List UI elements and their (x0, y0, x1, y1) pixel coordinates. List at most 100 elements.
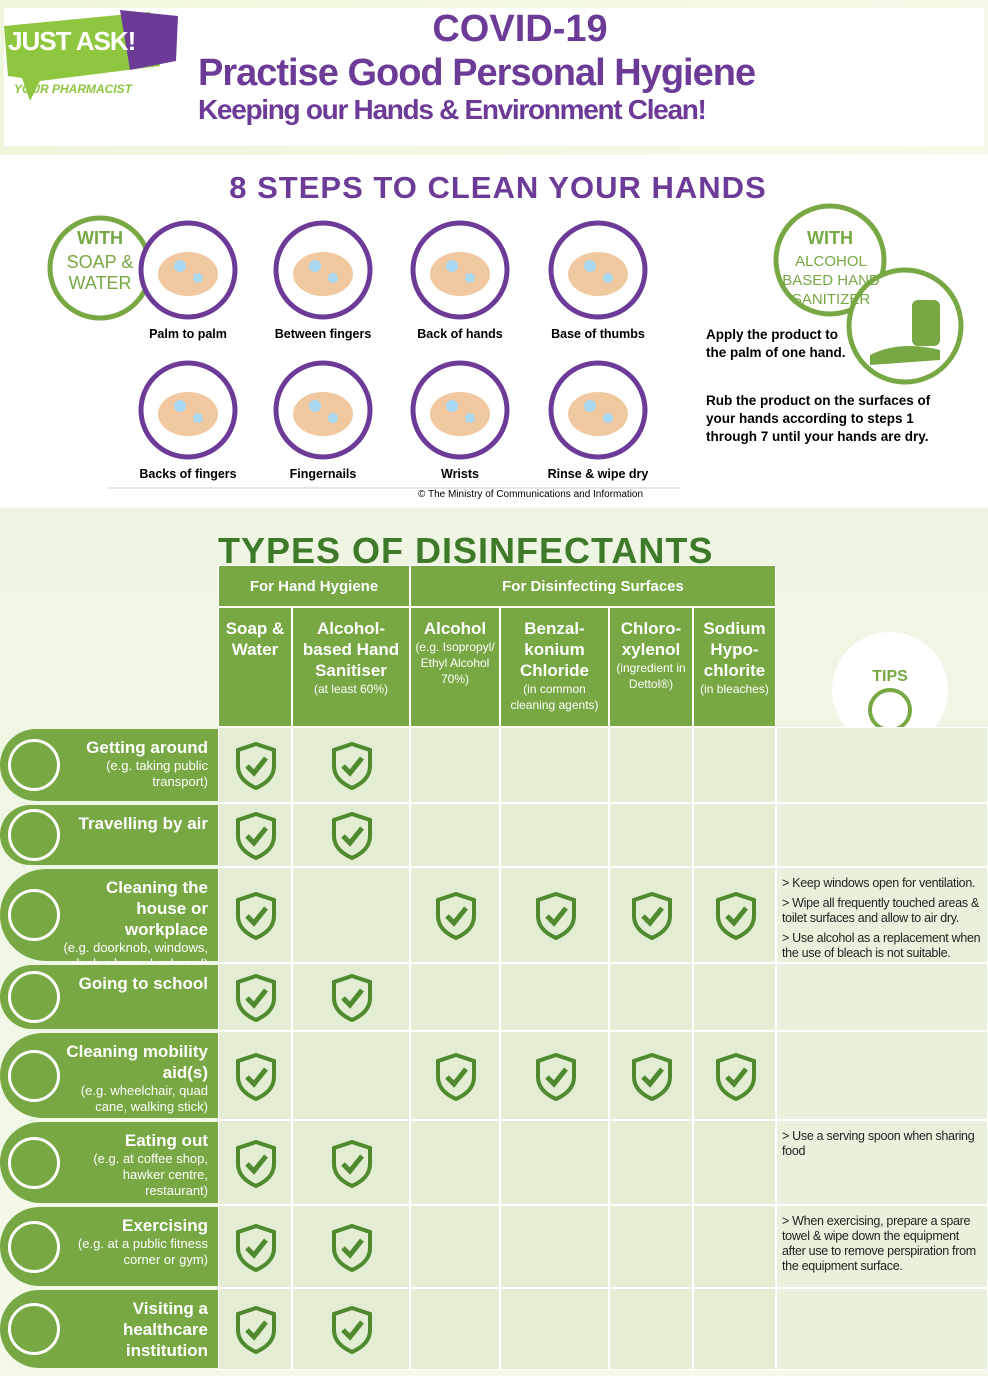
shield (632, 892, 672, 940)
tick (245, 1237, 268, 1259)
tagline: Keeping our Hands & Environment Clean! (198, 94, 707, 125)
column-header: Alcohol (e.g. Isopropyl/ Ethyl Alcohol 70… (410, 607, 500, 727)
shield (332, 1223, 372, 1272)
row-icon (8, 889, 60, 941)
hand-icon (158, 252, 218, 296)
row-icon (8, 739, 60, 791)
disinfectant-title: TYPES OF DISINFECTANTS (218, 530, 714, 571)
table-cell (609, 963, 693, 1031)
check-icon (236, 742, 276, 790)
tips-cell (776, 1031, 988, 1120)
column-note: (in bleaches) (700, 682, 769, 696)
shield (715, 892, 756, 940)
bubble (465, 273, 475, 283)
bubble (309, 260, 321, 272)
step-label: Wrists (441, 467, 479, 481)
table-cell (410, 727, 500, 803)
shield (535, 892, 576, 940)
activity: Cleaning the house or workplace (105, 878, 208, 939)
table-cell (218, 727, 292, 803)
logo-sub: YOUR PHARMACIST (14, 82, 133, 96)
column-header: Sodium Hypo-chlorite (in bleaches) (693, 607, 776, 727)
activity: Cleaning mobility aid(s) (66, 1042, 208, 1082)
tips-label: TIPS (872, 668, 908, 685)
steps-graphic (47, 203, 964, 489)
tick (445, 1066, 468, 1088)
activity: Exercising (122, 1216, 208, 1235)
shield (236, 1223, 276, 1272)
table-cell (609, 727, 693, 803)
bubble (193, 413, 203, 423)
column-name: Alcohol-based Hand Sanitiser (302, 619, 400, 680)
step-label: Base of thumbs (551, 327, 645, 341)
tips-cell (776, 727, 988, 803)
check-icon (332, 1139, 372, 1188)
row-icon (8, 1220, 60, 1273)
shield (236, 974, 276, 1022)
bubble (174, 260, 186, 272)
shield (332, 812, 372, 860)
step-label: Backs of fingers (139, 467, 237, 481)
bubble (603, 273, 613, 283)
step-label: Fingernails (289, 467, 357, 481)
column-note: (at least 60%) (313, 682, 389, 696)
table-cell (609, 1205, 693, 1288)
activity: Travelling by air (78, 814, 208, 833)
hand-icon (568, 392, 628, 436)
step-label: Rinse & wipe dry (547, 467, 649, 481)
check-icon (632, 892, 672, 940)
table-cell (500, 963, 609, 1031)
check-icon (332, 974, 372, 1022)
table-cell (693, 1205, 776, 1288)
column-header: Alcohol-based Hand Sanitiser (at least 60… (292, 607, 410, 727)
tick (341, 1320, 364, 1341)
table-cell (218, 1288, 292, 1370)
row-icon (8, 1049, 60, 1102)
tips-cell: > Keep windows open for ventilation. > Wi… (776, 867, 988, 963)
column-header: Soap & Water (218, 607, 292, 727)
tick (245, 906, 268, 927)
title: COVID-19 (432, 8, 608, 50)
shield (236, 812, 276, 860)
tip: > Use alcohol as a replacement when the … (782, 931, 981, 960)
column-name: Alcohol (423, 619, 487, 638)
bubble (328, 413, 338, 423)
tip: > Keep windows open for ventilation. (782, 876, 976, 890)
tip: > Use a serving spoon when sharing food (782, 1129, 975, 1158)
activity-detail: (e.g. at a public fitness corner or gym) (77, 1236, 208, 1267)
group-header: For Disinfecting Surfaces (410, 565, 776, 607)
bubble (603, 413, 613, 423)
table-cell (410, 963, 500, 1031)
activity: Visiting a healthcare institution (122, 1299, 208, 1360)
shield (236, 742, 276, 790)
table-cell (218, 1120, 292, 1205)
group-header: For Hand Hygiene (218, 565, 410, 607)
bubble (328, 273, 338, 283)
tick (341, 1153, 364, 1175)
shield (236, 1306, 276, 1354)
activity: Getting around (86, 738, 208, 757)
table-cell (693, 727, 776, 803)
tips-cell (776, 963, 988, 1031)
tip: > When exercising, prepare a spare towel… (782, 1214, 976, 1273)
shield (332, 1139, 372, 1188)
shield (332, 974, 372, 1022)
table-cell (410, 1288, 500, 1370)
table-cell (609, 1288, 693, 1370)
bubble (174, 400, 186, 412)
shield (715, 1052, 756, 1101)
check-icon (535, 1052, 576, 1101)
row-icon (8, 1136, 60, 1189)
tick (724, 1066, 748, 1088)
table-cell (500, 803, 609, 867)
table-cell (693, 803, 776, 867)
check-icon (236, 812, 276, 860)
check-icon (535, 892, 576, 940)
check-icon (236, 1052, 276, 1101)
shield (632, 1052, 672, 1101)
table-cell (693, 963, 776, 1031)
column-note: (in common cleaning agents) (510, 682, 599, 712)
activity-detail: (e.g. at coffee shop, hawker centre, res… (93, 1151, 208, 1198)
